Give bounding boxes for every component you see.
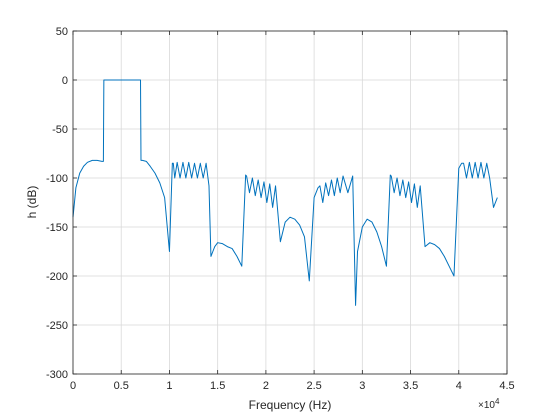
plot-background: [73, 31, 507, 374]
y-tick-label: -150: [46, 222, 68, 234]
x-axis-exponent: ×104: [478, 397, 500, 411]
y-tick-label: -250: [46, 320, 68, 332]
x-axis-ticks: 0 0.5 1 1.5 2 2.5 3 3.5 4 4.5: [70, 31, 515, 392]
x-tick-label: 4.5: [499, 380, 514, 392]
plot-frame: [72, 30, 508, 375]
x-tick-label: 1: [166, 380, 172, 392]
y-tick-label: -50: [52, 124, 68, 136]
x-tick-label: 3.5: [403, 380, 418, 392]
x-tick-label: 0: [70, 380, 76, 392]
x-tick-label: 3: [359, 380, 365, 392]
x-tick-label: 2.5: [306, 380, 321, 392]
x-tick-label: 0.5: [114, 380, 129, 392]
x-axis-label: Frequency (Hz): [249, 398, 332, 412]
series-group: [72, 79, 498, 306]
x-tick-label: 1.5: [210, 380, 225, 392]
series-line: [72, 79, 498, 306]
y-tick-label: 0: [62, 75, 68, 87]
y-tick-label: -300: [46, 369, 68, 381]
x-tick-label: 4: [456, 380, 462, 392]
y-tick-label: 50: [56, 26, 68, 38]
x-tick-label: 2: [263, 380, 269, 392]
y-tick-label: -100: [46, 173, 68, 185]
y-axis-ticks: 50 0 -50 -100 -150 -200 -250 -300: [46, 26, 507, 381]
y-tick-label: -200: [46, 271, 68, 283]
y-axis-label: h (dB): [25, 186, 39, 219]
